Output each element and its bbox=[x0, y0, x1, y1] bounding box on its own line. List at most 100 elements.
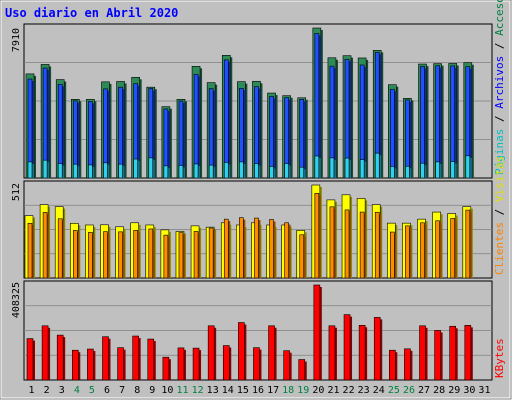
bar-shadow bbox=[396, 86, 399, 178]
bar-shadow bbox=[228, 61, 231, 178]
x-tick-label: 23 bbox=[358, 385, 370, 396]
bar-shadow bbox=[411, 100, 414, 178]
bar-shadow bbox=[182, 103, 185, 178]
bar-shadow bbox=[409, 168, 412, 178]
bar-clientes-day-5 bbox=[88, 232, 93, 279]
legend-label-clientes: Clientes bbox=[493, 222, 506, 275]
bar-clientes-day-11 bbox=[178, 232, 184, 279]
bar-archivos-day-12 bbox=[193, 73, 199, 179]
bar-p-ginas-day-27 bbox=[420, 162, 425, 179]
bar-shadow bbox=[410, 350, 413, 380]
x-tick-label: 20 bbox=[312, 385, 324, 396]
bar-p-ginas-day-20 bbox=[314, 155, 320, 179]
bar-shadow bbox=[379, 54, 382, 178]
bar-shadow bbox=[79, 101, 82, 178]
bar-shadow bbox=[123, 349, 126, 380]
bar-shadow bbox=[319, 287, 322, 380]
bar-shadow bbox=[152, 230, 155, 278]
bar-shadow bbox=[243, 219, 246, 278]
bar-p-ginas-day-11 bbox=[178, 165, 184, 179]
bar-shadow bbox=[154, 89, 157, 178]
bar-shadow bbox=[303, 236, 306, 278]
bar-shadow bbox=[455, 328, 458, 380]
bar-shadow bbox=[47, 162, 50, 178]
bar-p-ginas-day-5 bbox=[88, 164, 93, 179]
bar-p-ginas-day-3 bbox=[57, 163, 63, 179]
x-tick-label: 4 bbox=[74, 385, 80, 396]
x-tick-label: 10 bbox=[161, 385, 173, 396]
bar-shadow bbox=[273, 168, 276, 178]
right-legend-top: Páginas / Archivos / Accesos bbox=[493, 0, 506, 175]
bar-shadow bbox=[318, 158, 321, 178]
x-tick-label: 19 bbox=[297, 385, 309, 396]
bar-shadow bbox=[77, 102, 80, 178]
bar-p-ginas-day-14 bbox=[223, 162, 229, 179]
legend-label-accesos: Accesos bbox=[493, 0, 506, 36]
bar-shadow bbox=[379, 155, 382, 178]
bar-shadow bbox=[394, 234, 397, 278]
bar-p-ginas-day-26 bbox=[405, 165, 410, 179]
bar-shadow bbox=[62, 165, 65, 178]
bar-clientes-day-16 bbox=[254, 217, 259, 279]
bar-clientes-day-3 bbox=[57, 218, 63, 279]
bar-shadow bbox=[182, 167, 185, 178]
bar-kbytes-day-22 bbox=[343, 314, 351, 381]
bar-shadow bbox=[275, 95, 278, 178]
bar-shadow bbox=[168, 359, 171, 380]
bar-clientes-day-15 bbox=[239, 217, 244, 279]
bar-kbytes-day-15 bbox=[238, 322, 245, 381]
bar-kbytes-day-28 bbox=[434, 330, 441, 381]
bar-clientes-day-4 bbox=[72, 230, 78, 279]
bar-shadow bbox=[153, 341, 156, 380]
bar-shadow bbox=[441, 65, 444, 178]
bar-shadow bbox=[349, 211, 352, 278]
bar-clientes-day-26 bbox=[405, 225, 410, 279]
bar-shadow bbox=[32, 81, 34, 178]
x-tick-label: 24 bbox=[373, 385, 385, 396]
bar-clientes-day-8 bbox=[133, 230, 138, 279]
bar-clientes-day-23 bbox=[359, 211, 365, 279]
bar-shadow bbox=[198, 233, 201, 278]
panel-accesses bbox=[23, 23, 493, 179]
bar-kbytes-day-24 bbox=[373, 317, 381, 381]
bar-archivos-day-25 bbox=[390, 88, 395, 179]
right-legend-bottom: KBytes bbox=[493, 338, 506, 378]
x-tick-label: 3 bbox=[59, 385, 65, 396]
bar-shadow bbox=[124, 83, 127, 178]
bar-clientes-day-27 bbox=[420, 222, 425, 279]
bar-shadow bbox=[62, 220, 65, 278]
bar-shadow bbox=[200, 68, 203, 178]
bar-shadow bbox=[62, 86, 65, 178]
bar-shadow bbox=[215, 84, 218, 178]
bar-shadow bbox=[92, 103, 95, 178]
bar-p-ginas-day-7 bbox=[118, 163, 123, 179]
bar-shadow bbox=[258, 220, 261, 278]
x-tick-label: 9 bbox=[149, 385, 155, 396]
bar-shadow bbox=[288, 165, 291, 178]
bar-shadow bbox=[258, 165, 261, 178]
bar-archivos-day-14 bbox=[223, 59, 229, 179]
bar-shadow bbox=[426, 66, 429, 178]
bar-shadow bbox=[395, 352, 398, 380]
bar-shadow bbox=[454, 67, 457, 178]
legend-label-paginas: Páginas bbox=[493, 129, 506, 175]
bar-shadow bbox=[469, 68, 472, 178]
bar-shadow bbox=[228, 221, 231, 278]
legend-separator: / bbox=[493, 109, 506, 129]
svg-text:Páginas / Archivos / Accesos: Páginas / Archivos / Accesos bbox=[493, 0, 506, 175]
bar-shadow bbox=[454, 220, 457, 278]
bar-shadow bbox=[230, 57, 233, 178]
bar-kbytes-day-30 bbox=[464, 325, 472, 381]
bar-shadow bbox=[349, 61, 352, 178]
x-tick-label: 21 bbox=[327, 385, 339, 396]
bar-shadow bbox=[440, 332, 443, 380]
x-tick-label: 8 bbox=[134, 385, 140, 396]
bar-shadow bbox=[64, 81, 67, 178]
bar-archivos-day-29 bbox=[450, 65, 456, 179]
bar-kbytes-day-10 bbox=[162, 356, 170, 381]
bar-kbytes-day-29 bbox=[449, 325, 457, 381]
bar-archivos-day-17 bbox=[269, 96, 274, 179]
bar-shadow bbox=[364, 66, 367, 178]
bar-p-ginas-day-6 bbox=[103, 162, 108, 179]
